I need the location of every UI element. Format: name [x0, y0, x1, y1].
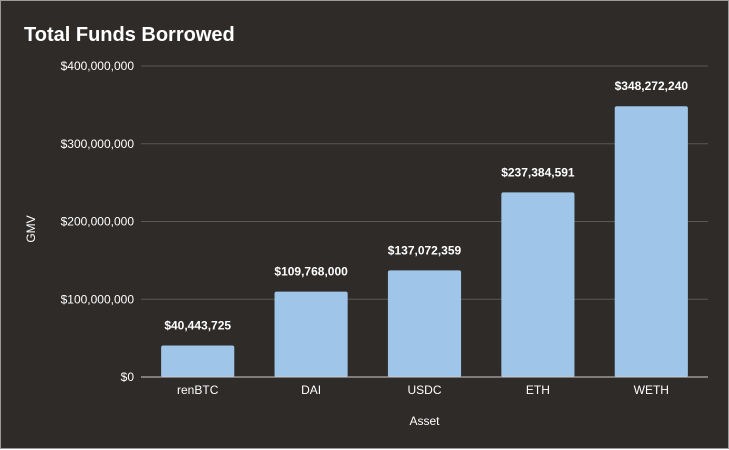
data-label: $137,072,359	[388, 243, 462, 257]
bar-weth	[614, 106, 688, 378]
data-label: $348,272,240	[615, 79, 689, 93]
y-axis-ticks: $0 $100,000,000 $200,000,000 $300,000,000 $4…	[61, 59, 135, 384]
y-tick-label: $100,000,000	[61, 292, 135, 306]
x-axis-ticks: renBTC DAI USDC ETH WETH	[177, 383, 669, 397]
x-tick-label: ETH	[526, 383, 550, 397]
bar-dai	[274, 291, 348, 377]
data-label: $237,384,591	[501, 165, 575, 179]
chart-title: Total Funds Borrowed	[24, 24, 235, 46]
y-tick-label: $200,000,000	[61, 215, 135, 229]
bar-renbtc	[161, 345, 235, 377]
y-tick-label: $300,000,000	[61, 137, 135, 151]
y-tick-label: $400,000,000	[61, 59, 135, 73]
bars	[161, 106, 688, 378]
data-label: $40,443,725	[164, 319, 231, 333]
x-axis-label: Asset	[409, 414, 440, 428]
data-label: $109,768,000	[274, 265, 348, 279]
bar-usdc	[387, 270, 462, 377]
x-tick-label: renBTC	[177, 383, 219, 397]
x-tick-label: WETH	[634, 383, 669, 397]
bar-eth	[501, 192, 575, 377]
data-labels: $40,443,725 $109,768,000 $137,072,359 $237,…	[164, 79, 688, 332]
y-axis-label: GMV	[24, 215, 38, 242]
x-tick-label: DAI	[301, 383, 321, 397]
x-tick-label: USDC	[407, 383, 441, 397]
y-tick-label: $0	[121, 370, 135, 384]
